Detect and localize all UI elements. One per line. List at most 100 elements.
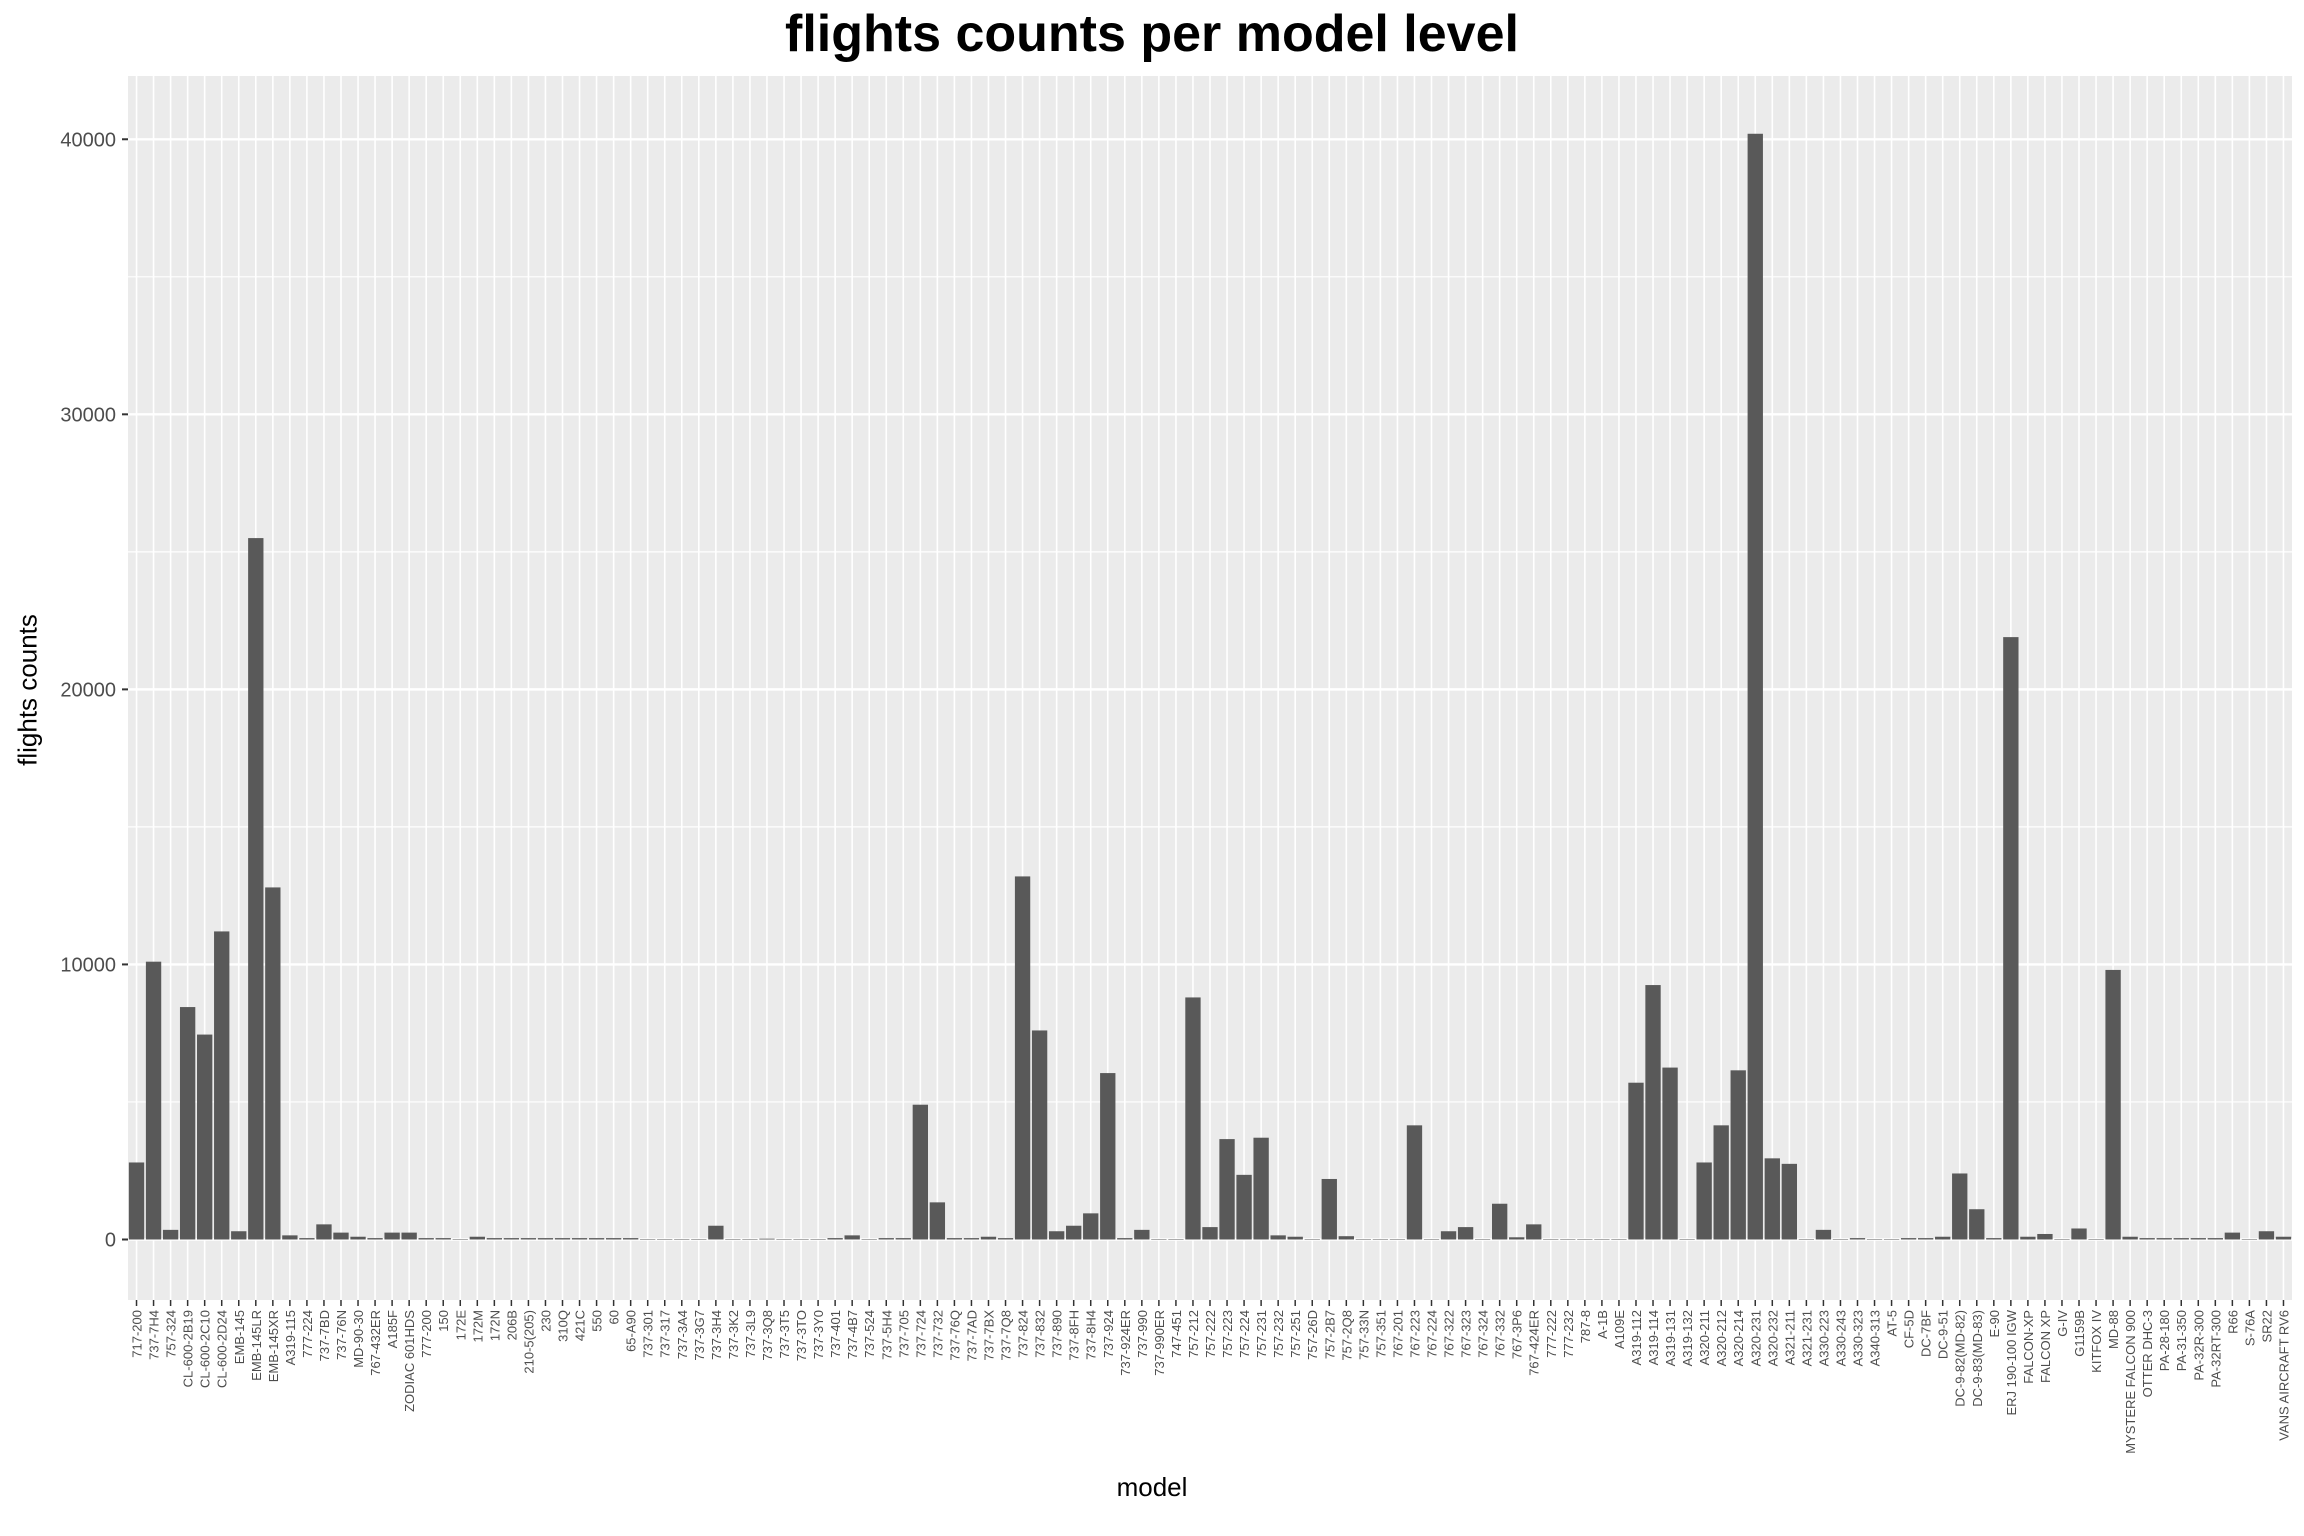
bar-layer bbox=[128, 133, 2292, 1240]
x-tick-label: 757-223 bbox=[1220, 1310, 1235, 1358]
bar bbox=[827, 1238, 843, 1240]
bar bbox=[2224, 1232, 2241, 1240]
bar bbox=[1202, 1227, 1218, 1240]
x-tick-label: 206B bbox=[504, 1310, 519, 1340]
x-tick-label: CL-600-2C10 bbox=[198, 1310, 213, 1388]
bar bbox=[1679, 1239, 1695, 1240]
bar bbox=[1764, 1158, 1780, 1240]
x-tick-label: 737-924ER bbox=[1118, 1310, 1133, 1376]
bar bbox=[1781, 1163, 1798, 1240]
bar bbox=[793, 1239, 809, 1240]
bar bbox=[1338, 1236, 1354, 1240]
bar bbox=[1628, 1082, 1644, 1240]
x-tick-label: 747-451 bbox=[1169, 1310, 1184, 1358]
x-tick-label: 737-3TO bbox=[794, 1310, 809, 1361]
bar bbox=[1952, 1173, 1968, 1240]
x-tick-label: SR22 bbox=[2259, 1310, 2274, 1343]
bar bbox=[1594, 1239, 1610, 1240]
x-tick-label: 757-231 bbox=[1254, 1310, 1269, 1358]
x-tick-label: A109E bbox=[1612, 1310, 1627, 1349]
x-tick-label: 737-3Q8 bbox=[760, 1310, 775, 1361]
x-tick-label: 757-251 bbox=[1288, 1310, 1303, 1358]
bar bbox=[1117, 1238, 1133, 1240]
x-tick-label: A321-231 bbox=[1799, 1310, 1814, 1366]
x-tick-label: ZODIAC 601HDS bbox=[402, 1310, 417, 1412]
x-tick-label: 777-224 bbox=[300, 1310, 315, 1358]
bar bbox=[588, 1238, 605, 1240]
x-tick-label: 737-3L9 bbox=[743, 1310, 758, 1358]
bar bbox=[1935, 1236, 1951, 1240]
x-tick-label: A320-214 bbox=[1731, 1310, 1746, 1366]
x-tick-label: 737-824 bbox=[1016, 1310, 1031, 1358]
x-tick-label: MD-90-30 bbox=[351, 1310, 366, 1368]
bar bbox=[1832, 1239, 1849, 1240]
bar bbox=[435, 1238, 451, 1240]
x-tick-label: PA-28-180 bbox=[2157, 1310, 2172, 1371]
x-tick-label: 757-212 bbox=[1186, 1310, 1201, 1358]
x-tick-label: A320-232 bbox=[1765, 1310, 1780, 1366]
x-tick-label: 787-8 bbox=[1578, 1310, 1593, 1343]
x-tick-label: 310Q bbox=[556, 1310, 571, 1342]
bar bbox=[912, 1104, 928, 1240]
bar bbox=[759, 1238, 775, 1240]
bar bbox=[1509, 1237, 1525, 1240]
bar bbox=[1560, 1239, 1576, 1240]
x-tick-label: VANS AIRCRAFT RV6 bbox=[2276, 1310, 2291, 1441]
bar bbox=[2207, 1238, 2223, 1240]
x-tick-label: 737-76N bbox=[334, 1310, 349, 1360]
bar bbox=[1014, 876, 1031, 1240]
bar bbox=[1083, 1213, 1099, 1240]
x-tick-label: 550 bbox=[590, 1310, 605, 1332]
x-axis-label: model bbox=[1116, 1472, 1188, 1502]
bar bbox=[1270, 1235, 1286, 1240]
bar bbox=[145, 961, 162, 1240]
bar bbox=[2173, 1238, 2189, 1240]
bar bbox=[1321, 1178, 1337, 1240]
x-tick-label: 757-222 bbox=[1203, 1310, 1218, 1358]
bar bbox=[2105, 969, 2121, 1240]
bar bbox=[640, 1239, 656, 1240]
x-tick-label: E-90 bbox=[1987, 1310, 2002, 1337]
x-tick-label: 737-301 bbox=[641, 1310, 656, 1358]
bar bbox=[861, 1239, 877, 1240]
bar bbox=[1372, 1239, 1389, 1240]
x-tick-label: 737-317 bbox=[658, 1310, 673, 1358]
bar bbox=[1492, 1203, 1508, 1240]
x-tick-label: 737-3A4 bbox=[675, 1310, 690, 1359]
x-tick-label: 767-223 bbox=[1407, 1310, 1422, 1358]
x-tick-label: 757-2Q8 bbox=[1339, 1310, 1354, 1361]
bar bbox=[1986, 1238, 2002, 1240]
x-tick-label: CL-600-2B19 bbox=[181, 1310, 196, 1387]
x-tick-label: KITFOX IV bbox=[2089, 1310, 2104, 1373]
x-tick-label: A319-131 bbox=[1663, 1310, 1678, 1366]
bar bbox=[2122, 1236, 2138, 1240]
x-tick-label: 737-7BD bbox=[317, 1310, 332, 1361]
x-tick-label: MYSTERE FALCON 900 bbox=[2123, 1310, 2138, 1454]
x-tick-label: 737-890 bbox=[1050, 1310, 1065, 1358]
x-tick-label: 737-3T5 bbox=[777, 1310, 792, 1358]
bar bbox=[1798, 1239, 1815, 1240]
x-tick-label: MD-88 bbox=[2106, 1310, 2121, 1349]
bar bbox=[622, 1238, 639, 1240]
bar bbox=[1066, 1225, 1082, 1240]
bar bbox=[1151, 1239, 1167, 1240]
x-tick-label: 150 bbox=[436, 1310, 451, 1332]
x-tick-label: A319-132 bbox=[1680, 1310, 1695, 1366]
bar bbox=[1168, 1239, 1184, 1240]
bar bbox=[2054, 1239, 2070, 1240]
x-tick-label: 737-3Y0 bbox=[811, 1310, 826, 1359]
bar bbox=[554, 1238, 571, 1240]
bar bbox=[1389, 1239, 1406, 1240]
bar bbox=[2088, 1239, 2104, 1240]
x-tick-label: 767-3P6 bbox=[1510, 1310, 1525, 1359]
bar bbox=[2037, 1233, 2053, 1240]
bar bbox=[980, 1236, 997, 1240]
x-tick-label: 757-224 bbox=[1237, 1310, 1252, 1358]
x-tick-label: 737-8H4 bbox=[1084, 1310, 1099, 1360]
bar bbox=[1730, 1070, 1746, 1240]
bar bbox=[929, 1202, 946, 1240]
bar bbox=[1696, 1162, 1712, 1240]
x-tick-label: OTTER DHC-3 bbox=[2140, 1310, 2155, 1397]
bar bbox=[231, 1231, 247, 1240]
bar bbox=[214, 931, 230, 1240]
